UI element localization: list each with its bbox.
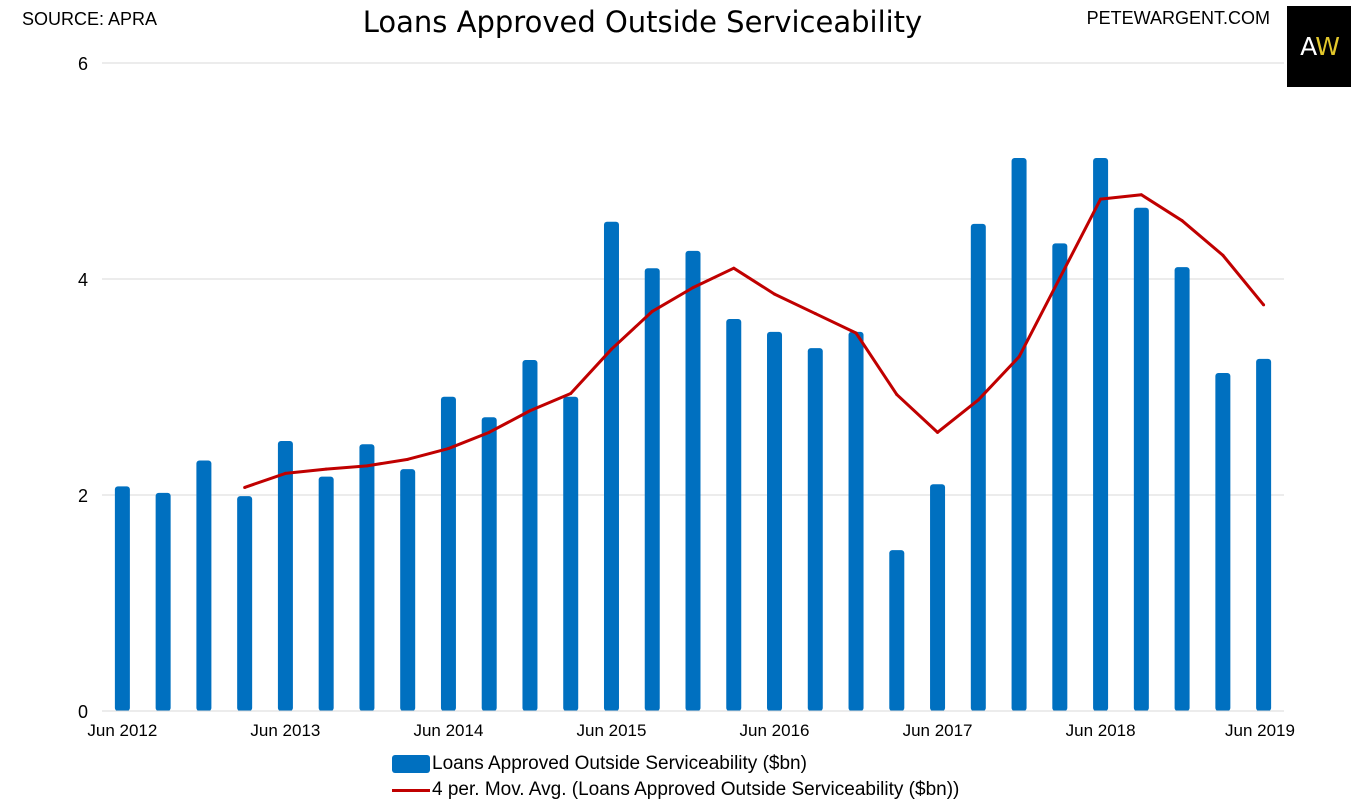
bar bbox=[767, 331, 783, 711]
line-point bbox=[1099, 197, 1103, 201]
line-point bbox=[446, 447, 450, 451]
line-point bbox=[324, 467, 328, 471]
bar bbox=[196, 460, 212, 711]
x-tick-label: Jun 2018 bbox=[1066, 721, 1136, 740]
line-point bbox=[1180, 219, 1184, 223]
bar bbox=[1256, 358, 1272, 711]
bar bbox=[277, 441, 293, 711]
line-point bbox=[1262, 303, 1266, 307]
x-tick-label: Jun 2014 bbox=[413, 721, 483, 740]
bar bbox=[114, 486, 130, 711]
chart-title: Loans Approved Outside Serviceability bbox=[362, 5, 923, 39]
bar bbox=[155, 492, 171, 711]
moving-average-series bbox=[243, 193, 1266, 489]
bar bbox=[644, 268, 660, 711]
bar bbox=[522, 360, 538, 711]
bar bbox=[1011, 158, 1027, 712]
legend-swatch-line bbox=[392, 788, 430, 792]
x-tick-label: Jun 2019 bbox=[1225, 721, 1295, 740]
y-tick-label: 0 bbox=[78, 702, 88, 722]
logo-letter-a: A bbox=[1300, 32, 1317, 61]
bar bbox=[685, 250, 701, 712]
legend-label-line: 4 per. Mov. Avg. (Loans Approved Outside… bbox=[432, 779, 960, 800]
legend-label-bars: Loans Approved Outside Serviceability ($… bbox=[432, 753, 807, 774]
legend-swatch-bar bbox=[392, 755, 430, 773]
x-tick-label: Jun 2015 bbox=[577, 721, 647, 740]
x-tick-label: Jun 2013 bbox=[250, 721, 320, 740]
bar bbox=[359, 444, 375, 711]
line-point bbox=[813, 312, 817, 316]
line-point bbox=[691, 286, 695, 290]
bar bbox=[1052, 243, 1068, 712]
y-tick-label: 4 bbox=[78, 270, 88, 290]
line-point bbox=[365, 464, 369, 468]
bar bbox=[237, 496, 253, 711]
line-point bbox=[936, 430, 940, 434]
bar bbox=[970, 223, 986, 712]
line-point bbox=[1058, 276, 1062, 280]
bar bbox=[930, 484, 946, 711]
bar bbox=[1133, 207, 1149, 711]
bar bbox=[1174, 267, 1190, 711]
bar bbox=[848, 331, 864, 711]
x-tick-label: Jun 2017 bbox=[903, 721, 973, 740]
site-label: PETEWARGENT.COM bbox=[1086, 8, 1270, 28]
line-point bbox=[283, 471, 287, 475]
bar bbox=[603, 221, 619, 711]
bar-series bbox=[114, 158, 1272, 712]
source-label: SOURCE: APRA bbox=[22, 9, 158, 29]
bar bbox=[481, 417, 497, 711]
moving-average-line bbox=[244, 193, 1265, 489]
line-point bbox=[487, 430, 491, 434]
line-point bbox=[976, 398, 980, 402]
x-axis-ticks: Jun 2012 Jun 2013 Jun 2014 Jun 2015 Jun 2016… bbox=[87, 721, 1295, 740]
x-tick-label: Jun 2012 bbox=[87, 721, 157, 740]
logo-letter-w: W bbox=[1315, 32, 1340, 61]
bar bbox=[563, 396, 579, 711]
line-point bbox=[609, 347, 613, 351]
line-point bbox=[1017, 355, 1021, 359]
bar bbox=[807, 348, 823, 711]
bar bbox=[400, 469, 416, 711]
line-point bbox=[406, 457, 410, 461]
line-point bbox=[1221, 253, 1225, 257]
line-point bbox=[895, 393, 899, 397]
line-point bbox=[243, 485, 247, 489]
legend-item-bars: Loans Approved Outside Serviceability ($… bbox=[392, 753, 807, 775]
bar bbox=[1093, 158, 1109, 712]
bar bbox=[726, 318, 742, 711]
y-axis-ticks: 0 2 4 6 bbox=[78, 54, 88, 722]
bar bbox=[889, 550, 905, 711]
bar bbox=[318, 476, 334, 711]
x-tick-label: Jun 2016 bbox=[740, 721, 810, 740]
line-point bbox=[569, 391, 573, 395]
line-point bbox=[528, 409, 532, 413]
y-tick-label: 6 bbox=[78, 54, 88, 74]
legend-item-line: 4 per. Mov. Avg. (Loans Approved Outside… bbox=[392, 779, 959, 801]
line-point bbox=[1139, 193, 1143, 197]
line-point bbox=[773, 292, 777, 296]
line-point bbox=[650, 309, 654, 313]
line-point bbox=[732, 266, 736, 270]
line-point bbox=[854, 331, 858, 335]
bar bbox=[440, 396, 456, 711]
bar bbox=[1215, 372, 1231, 711]
y-tick-label: 2 bbox=[78, 486, 88, 506]
